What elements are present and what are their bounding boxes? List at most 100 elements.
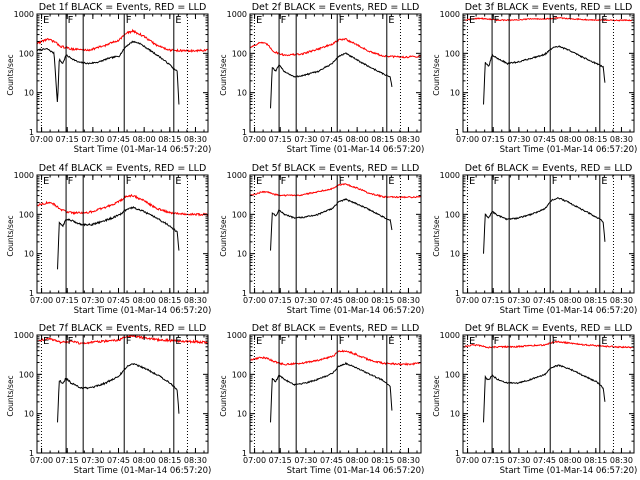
- segment-label: F: [281, 15, 287, 26]
- y-tick-label: 1000: [14, 10, 34, 19]
- x-tick-label: 07:15: [269, 456, 292, 465]
- y-tick-label: 1: [455, 128, 460, 137]
- series-line-events: [270, 52, 393, 109]
- panel-title: Det 7f BLACK = Events, RED = LLD: [39, 323, 207, 334]
- y-tick-label: 1: [242, 128, 247, 137]
- y-tick-label: 1: [242, 449, 247, 458]
- y-tick-label: 10: [450, 89, 460, 98]
- segment-label: E: [388, 176, 394, 187]
- segment-label: F: [281, 336, 287, 347]
- segment-label: F: [494, 15, 500, 26]
- x-axis-label: Start Time (01-Mar-14 06:57:20): [74, 145, 212, 155]
- x-tick-label: 07:45: [107, 135, 130, 144]
- series-line-lld: [250, 37, 421, 59]
- x-tick-label: 07:15: [482, 135, 505, 144]
- x-tick-label: 07:45: [533, 135, 556, 144]
- x-axis-label: Start Time (01-Mar-14 06:57:20): [500, 306, 638, 316]
- plot-frame: [462, 13, 635, 133]
- y-axis-label: Counts/sec: [432, 54, 441, 95]
- segment-label: E: [175, 15, 181, 26]
- segment-label: F: [339, 176, 345, 187]
- x-tick-label: 08:30: [184, 296, 207, 305]
- detector-panel: Det 4f BLACK = Events, RED = LLD E F F E 1 10 1…: [6, 163, 211, 316]
- segment-label: F: [552, 336, 558, 347]
- x-tick-label: 07:30: [507, 296, 530, 305]
- panel-title: Det 8f BLACK = Events, RED = LLD: [252, 323, 420, 334]
- y-tick-label: 100: [19, 370, 34, 379]
- segment-label: E: [43, 15, 49, 26]
- x-tick-label: 07:15: [56, 296, 79, 305]
- x-axis-label: Start Time (01-Mar-14 06:57:20): [74, 306, 212, 316]
- x-tick-label: 08:00: [559, 456, 582, 465]
- x-tick-label: 07:30: [294, 296, 317, 305]
- x-tick-label: 07:45: [533, 456, 556, 465]
- segment-label: E: [175, 336, 181, 347]
- x-tick-label: 07:15: [269, 135, 292, 144]
- segment-label: E: [43, 176, 49, 187]
- x-tick-label: 07:30: [81, 296, 104, 305]
- segment-label: F: [552, 176, 558, 187]
- x-tick-label: 08:30: [184, 135, 207, 144]
- y-axis-label: Counts/sec: [219, 54, 228, 95]
- y-tick-label: 100: [445, 49, 460, 58]
- y-axis-label: Counts/sec: [219, 215, 228, 256]
- series-line-events: [270, 198, 393, 251]
- x-tick-label: 07:15: [56, 456, 79, 465]
- y-tick-label: 100: [19, 49, 34, 58]
- x-tick-label: 08:30: [397, 456, 420, 465]
- plot-frame: [249, 334, 422, 454]
- series-line-events: [57, 362, 180, 423]
- series-group: [37, 28, 208, 105]
- x-tick-label: 07:30: [294, 135, 317, 144]
- series-group: [250, 37, 421, 109]
- x-tick-label: 08:30: [610, 135, 633, 144]
- series-group: [37, 193, 208, 270]
- segment-label: E: [175, 176, 181, 187]
- x-tick-label: 07:30: [507, 135, 530, 144]
- segment-label: E: [256, 336, 262, 347]
- x-tick-label: 08:15: [584, 456, 607, 465]
- y-tick-label: 1000: [440, 171, 460, 180]
- x-tick-label: 08:00: [346, 296, 369, 305]
- segment-label: E: [388, 15, 394, 26]
- x-axis-label: Start Time (01-Mar-14 06:57:20): [500, 145, 638, 155]
- y-tick-label: 100: [232, 370, 247, 379]
- series-line-lld: [37, 28, 208, 53]
- y-tick-label: 1000: [14, 171, 34, 180]
- plot-frame: [462, 174, 635, 294]
- panel-grid: Det 1f BLACK = Events, RED = LLD E F F E 1 10 1…: [6, 2, 637, 476]
- detector-panel: Det 9f BLACK = Events, RED = LLD E F F E 1 10 1…: [432, 323, 637, 476]
- x-tick-label: 07:15: [269, 296, 292, 305]
- x-tick-label: 08:00: [559, 296, 582, 305]
- y-axis-label: Counts/sec: [6, 215, 15, 256]
- x-tick-label: 07:15: [482, 296, 505, 305]
- x-axis-label: Start Time (01-Mar-14 06:57:20): [287, 306, 425, 316]
- series-line-events: [483, 45, 606, 105]
- panel-title: Det 3f BLACK = Events, RED = LLD: [465, 2, 633, 13]
- segment-label: F: [68, 336, 74, 347]
- series-line-lld: [250, 349, 421, 366]
- y-tick-label: 10: [24, 89, 34, 98]
- detector-panel: Det 5f BLACK = Events, RED = LLD E F F E 1 10 1…: [219, 163, 424, 316]
- series-group: [250, 183, 421, 251]
- x-tick-label: 07:00: [456, 456, 479, 465]
- x-tick-label: 08:15: [371, 296, 394, 305]
- segment-label: F: [494, 176, 500, 187]
- series-group: [463, 16, 634, 105]
- series-group: [483, 197, 606, 254]
- series-line-lld: [37, 335, 208, 345]
- x-tick-label: 07:30: [81, 135, 104, 144]
- panel-title: Det 1f BLACK = Events, RED = LLD: [39, 2, 207, 13]
- x-tick-label: 08:30: [610, 296, 633, 305]
- x-tick-label: 08:00: [133, 296, 156, 305]
- series-line-events: [37, 40, 180, 105]
- x-tick-label: 08:00: [133, 456, 156, 465]
- series-line-events: [57, 206, 180, 270]
- segment-label: F: [339, 15, 345, 26]
- x-tick-label: 08:30: [184, 456, 207, 465]
- y-tick-label: 10: [237, 250, 247, 259]
- panel-title: Det 6f BLACK = Events, RED = LLD: [465, 163, 633, 174]
- plot-frame: [249, 174, 422, 294]
- panel-title: Det 9f BLACK = Events, RED = LLD: [465, 323, 633, 334]
- y-tick-label: 100: [445, 210, 460, 219]
